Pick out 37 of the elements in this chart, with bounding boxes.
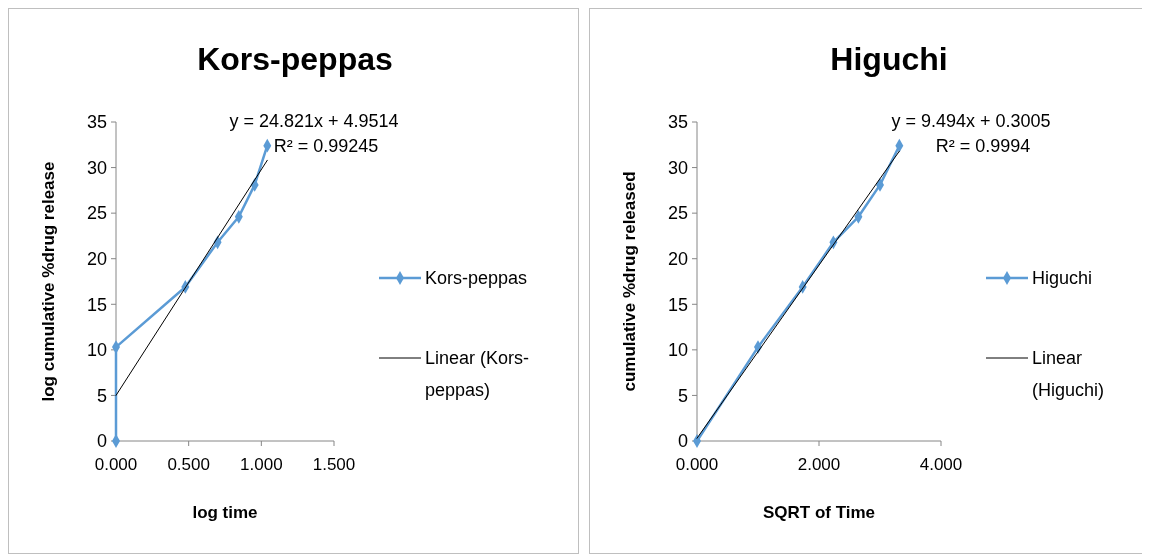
y-tick-label: 30 [667, 157, 688, 178]
chart-title: Kors-peppas [197, 41, 393, 77]
y-tick-label: 35 [86, 112, 107, 133]
y-tick-label: 15 [86, 294, 107, 315]
y-tick-label: 5 [96, 385, 107, 406]
x-axis-title: log time [192, 503, 258, 522]
y-axis-title: log cumulative %drug release [39, 161, 58, 402]
y-axis-title: cumulative %drug released [620, 171, 639, 392]
annotation: R² = 0.99245 [273, 136, 379, 156]
y-tick-label: 5 [677, 385, 688, 406]
legend-label: Linear (Kors-peppas) [425, 348, 530, 401]
y-tick-label: 25 [86, 203, 107, 224]
chart-title: Higuchi [830, 41, 948, 77]
x-tick-label: 1.000 [240, 455, 283, 474]
x-tick-label: 2.000 [797, 455, 841, 474]
x-axis-title: SQRT of Time [762, 503, 876, 522]
x-tick-label: 0.500 [167, 455, 210, 474]
y-tick-label: 35 [667, 112, 688, 133]
y-tick-label: 10 [86, 340, 107, 361]
y-tick-label: 0 [677, 431, 688, 452]
legend-label: Kors-peppas [425, 268, 528, 289]
x-tick-label: 0.000 [94, 455, 138, 474]
annotation: y = 24.821x + 4.9514 [229, 111, 399, 131]
y-tick-label: 0 [96, 431, 107, 452]
y-tick-label: 15 [667, 294, 688, 315]
x-tick-label: 4.000 [919, 455, 963, 474]
y-tick-label: 25 [667, 203, 688, 224]
y-tick-label: 10 [667, 340, 688, 361]
annotation: y = 9.494x + 0.3005 [891, 111, 1051, 131]
y-tick-label: 20 [86, 249, 107, 270]
legend-label: Higuchi [1032, 268, 1093, 289]
y-tick-label: 30 [86, 157, 107, 178]
legend-label: Linear (Higuchi) [1032, 348, 1105, 401]
x-tick-label: 0.000 [675, 455, 719, 474]
annotation: R² = 0.9994 [935, 136, 1031, 156]
x-tick-label: 1.500 [312, 455, 356, 474]
y-tick-label: 20 [667, 249, 688, 270]
